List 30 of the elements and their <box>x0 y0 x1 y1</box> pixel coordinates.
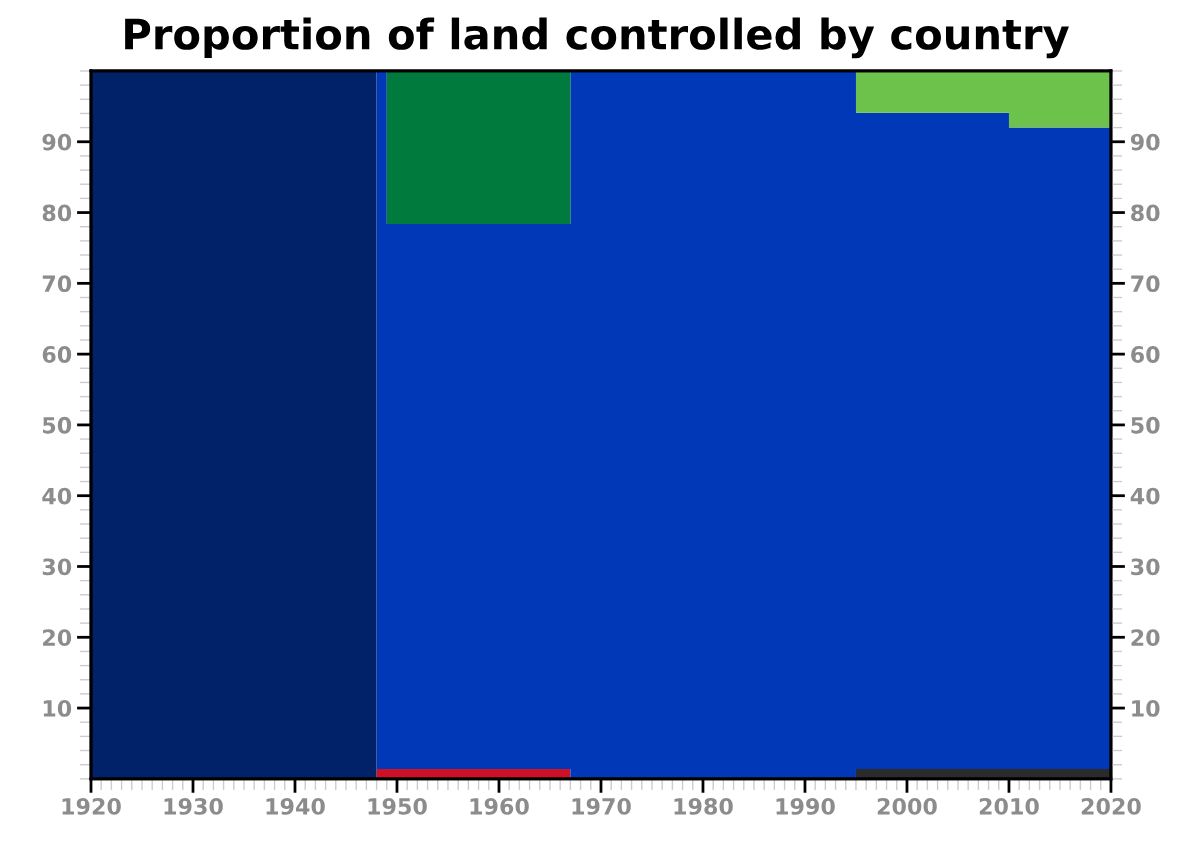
y-tick-label: 20 <box>43 629 72 647</box>
chart-title: Proportion of land controlled by country <box>125 17 1069 59</box>
x-tick-label: 1920 <box>62 797 121 815</box>
y2-tick-label: 10 <box>1132 700 1160 717</box>
x-tick-label: 2020 <box>1081 797 1141 815</box>
y-tick-label: 40 <box>42 487 72 505</box>
x-tick-label: 1960 <box>470 797 529 815</box>
y2-tick-label: 40 <box>1130 487 1160 505</box>
y-tick-label: 50 <box>43 416 72 434</box>
y2-tick-label: 30 <box>1131 558 1160 576</box>
x-tick-label: 1930 <box>164 797 223 815</box>
y-tick-label: 80 <box>42 204 72 222</box>
y2-tick-label: 70 <box>1131 275 1160 293</box>
y-tick-label: 70 <box>42 275 72 293</box>
x-tick-label: 1970 <box>572 797 631 815</box>
y-tick-label: 60 <box>42 346 72 363</box>
y-tick-label: 10 <box>43 700 72 717</box>
y2-tick-label: 80 <box>1131 204 1160 222</box>
y2-tick-label: 90 <box>1130 133 1160 151</box>
x-tick-label: 2000 <box>877 797 937 815</box>
x-tick-label: 1990 <box>776 797 835 815</box>
x-tick-label: 1940 <box>266 797 325 815</box>
x-tick-label: 1950 <box>368 797 427 815</box>
y2-tick-label: 20 <box>1131 629 1160 647</box>
y2-tick-label: 60 <box>1131 346 1160 363</box>
y2-tick-label: 50 <box>1131 416 1160 434</box>
x-tick-label: 1980 <box>674 797 733 815</box>
x-tick-label: 2010 <box>979 797 1039 815</box>
y-tick-label: 90 <box>42 133 72 151</box>
y-tick-label: 30 <box>42 558 72 576</box>
